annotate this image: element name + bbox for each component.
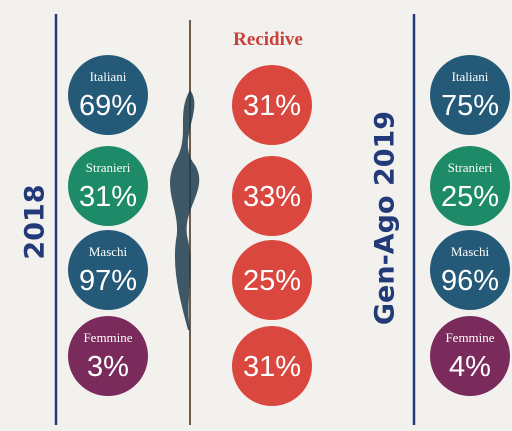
infographic: 2018 Gen-Ago 2019 Recidive Italiani 69% St… bbox=[0, 0, 512, 431]
recidive-value: 33% bbox=[243, 181, 301, 213]
recidive-value: 25% bbox=[243, 265, 301, 297]
stat-label: Italiani bbox=[452, 69, 489, 84]
stat-value: 4% bbox=[449, 351, 491, 383]
page: {"left": {"year": "2018", "items": [ {"l… bbox=[0, 0, 512, 431]
stat-label: Femmine bbox=[445, 330, 494, 345]
recidive-value: 31% bbox=[243, 90, 301, 122]
stat-label: Maschi bbox=[451, 244, 490, 259]
stat-label: Italiani bbox=[90, 69, 127, 84]
stat-value: 3% bbox=[87, 351, 129, 383]
stat-value: 97% bbox=[79, 265, 137, 297]
stat-value: 69% bbox=[79, 90, 137, 122]
recidive-value: 31% bbox=[243, 351, 301, 383]
stat-value: 25% bbox=[441, 181, 499, 213]
stat-label: Femmine bbox=[83, 330, 132, 345]
stat-value: 31% bbox=[79, 181, 137, 213]
stat-label: Stranieri bbox=[86, 160, 131, 175]
stat-label: Maschi bbox=[89, 244, 128, 259]
stat-value: 75% bbox=[441, 90, 499, 122]
recidive-title: Recidive bbox=[233, 29, 303, 50]
stat-label: Stranieri bbox=[448, 160, 493, 175]
left-year: 2018 bbox=[20, 184, 51, 259]
stat-value: 96% bbox=[441, 265, 499, 297]
right-year: Gen-Ago 2019 bbox=[370, 111, 401, 325]
